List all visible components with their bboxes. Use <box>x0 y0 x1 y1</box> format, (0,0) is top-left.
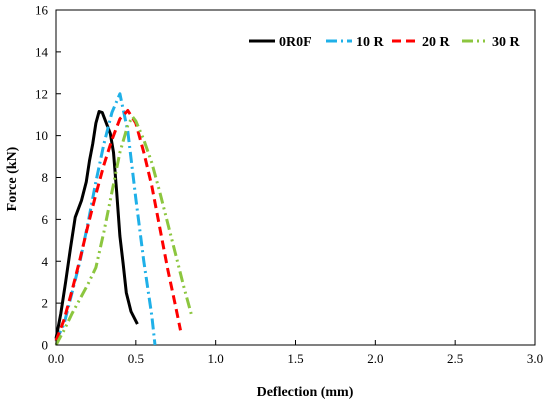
y-tick-label: 8 <box>42 170 49 185</box>
legend-label: 0R0F <box>279 35 312 50</box>
y-tick-label: 4 <box>42 254 49 269</box>
x-tick-label: 1.5 <box>287 351 303 366</box>
series-line-10-r <box>54 92 157 346</box>
legend-label: 20 R <box>422 35 451 50</box>
x-tick-label: 2.0 <box>367 351 383 366</box>
x-tick-label: 0.0 <box>48 351 64 366</box>
y-tick-label: 0 <box>42 338 49 353</box>
legend: 0R0F 10 R 20 R 30 R <box>249 35 521 50</box>
x-tick-label: 0.5 <box>128 351 144 366</box>
series-line-30-r <box>54 115 194 346</box>
y-tick-label: 14 <box>35 44 49 59</box>
y-tick-label: 6 <box>42 212 49 227</box>
y-tick-label: 10 <box>35 128 48 143</box>
x-tick-label: 3.0 <box>527 351 543 366</box>
series-line-20-r <box>54 109 182 342</box>
series-layer <box>54 92 194 346</box>
x-tick-label: 1.0 <box>208 351 224 366</box>
x-axis-title: Deflection (mm) <box>257 385 354 400</box>
legend-label: 10 R <box>356 35 385 50</box>
series-line-0r0f <box>54 110 139 339</box>
y-axis-title: Force (kN) <box>5 146 20 211</box>
y-tick-label: 12 <box>35 86 48 101</box>
legend-label: 30 R <box>492 35 521 50</box>
x-tick-label: 2.5 <box>447 351 463 366</box>
y-tick-label: 2 <box>42 296 49 311</box>
y-tick-label: 16 <box>35 3 49 18</box>
axes-layer: 0 2 4 6 8 10 12 14 16 0.0 0.5 1.0 1.5 2.0 2.5 3.0 <box>35 3 543 367</box>
